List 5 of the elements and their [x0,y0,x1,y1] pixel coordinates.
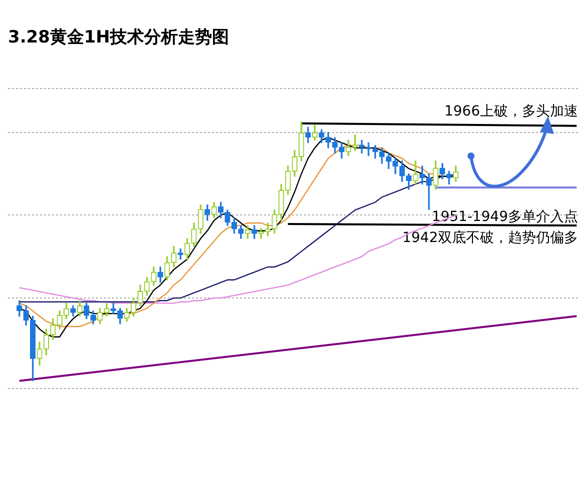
chart-title: 3.28黄金1H技术分析走势图 [8,28,229,48]
annotation: 1951-1949多单介入点 [432,208,578,225]
annotation: 1942双底不破，趋势仍偏多 [402,230,578,246]
candlestick [426,173,432,210]
text: 1966上破，多头加速 [444,103,578,120]
